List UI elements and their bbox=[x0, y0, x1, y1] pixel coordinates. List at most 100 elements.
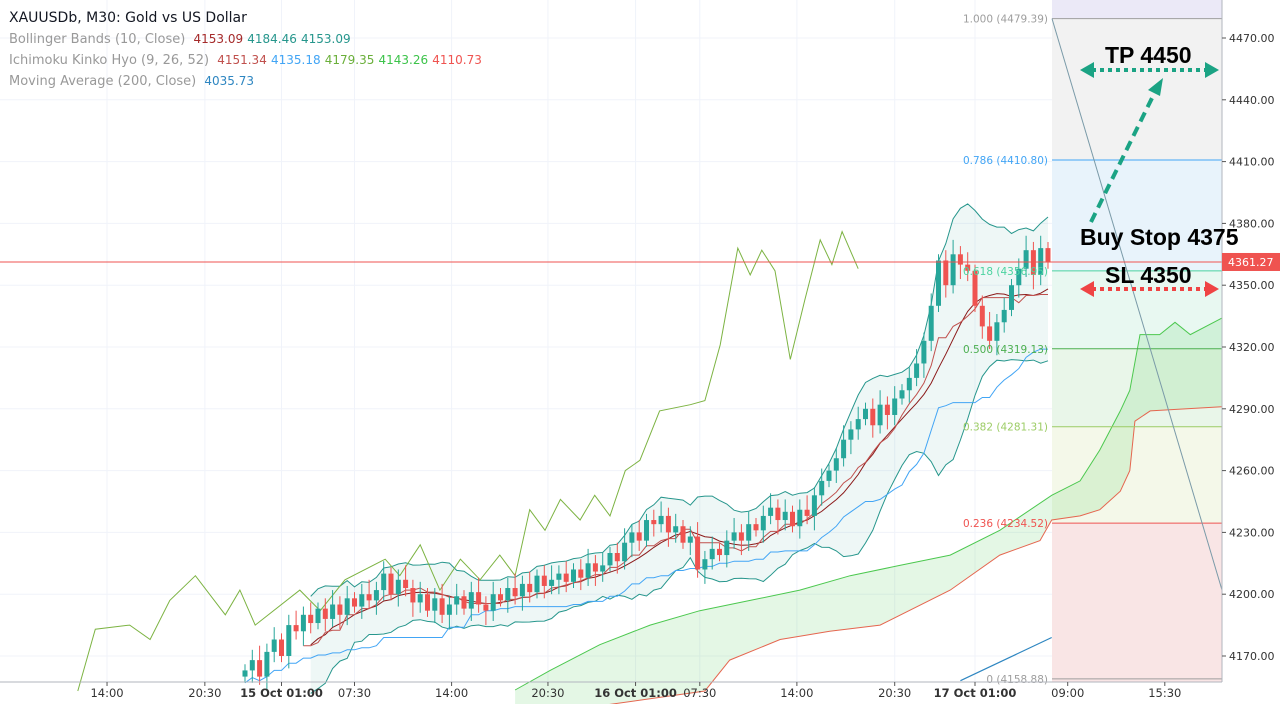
candle-body bbox=[746, 524, 752, 541]
candle bbox=[753, 517, 759, 537]
candle bbox=[468, 581, 474, 621]
price-tick-label: 4410.00 bbox=[1229, 156, 1275, 169]
candle bbox=[644, 513, 649, 547]
candle-body bbox=[1009, 285, 1014, 310]
candle bbox=[819, 468, 825, 506]
moving-average-200 bbox=[960, 636, 1052, 682]
candle bbox=[709, 536, 715, 570]
fib-level-label: 0.500 (4319.13) bbox=[963, 344, 1048, 356]
candle-body bbox=[534, 575, 540, 593]
candle-body bbox=[337, 604, 343, 615]
candle-body bbox=[403, 579, 409, 589]
candle-body bbox=[680, 526, 686, 543]
candle-body bbox=[271, 639, 277, 652]
price-tick-label: 4350.00 bbox=[1229, 279, 1275, 292]
ichimoku-value-3: 4179.35 bbox=[324, 53, 375, 67]
candle bbox=[403, 565, 409, 597]
candle-body bbox=[760, 515, 766, 531]
fib-zone bbox=[1052, 426, 1222, 524]
candle-body bbox=[950, 254, 956, 286]
ichimoku-label: Ichimoku Kinko Hyo (9, 26, 52) bbox=[9, 53, 210, 68]
fib-zone bbox=[1052, 0, 1222, 19]
candle bbox=[695, 522, 701, 578]
candle bbox=[534, 569, 540, 599]
candle bbox=[870, 398, 876, 438]
fib-zone bbox=[1052, 270, 1222, 349]
candle bbox=[636, 520, 642, 551]
candle-body bbox=[432, 598, 438, 611]
legend: XAUUSDb, M30: Gold vs US Dollar Bollinge… bbox=[9, 8, 482, 92]
legend-ichimoku[interactable]: Ichimoku Kinko Hyo (9, 26, 52) 4151.34 4… bbox=[9, 50, 482, 71]
candle bbox=[585, 548, 591, 586]
candle-body bbox=[461, 596, 467, 609]
candle-body bbox=[1016, 268, 1022, 286]
candle bbox=[571, 563, 576, 589]
candle bbox=[717, 542, 722, 562]
candle-body bbox=[519, 583, 525, 597]
candle bbox=[300, 606, 306, 646]
time-tick-label: 20:30 bbox=[531, 686, 564, 700]
candle-body bbox=[914, 363, 920, 378]
candle-body bbox=[702, 559, 708, 570]
candle-body bbox=[257, 660, 263, 677]
candle-body bbox=[563, 573, 569, 582]
candle bbox=[505, 577, 511, 613]
legend-ma[interactable]: Moving Average (200, Close) 4035.73 bbox=[9, 71, 482, 92]
candle bbox=[439, 583, 445, 624]
fib-level-label: 0 (4158.88) bbox=[986, 674, 1048, 686]
price-tick-label: 4200.00 bbox=[1229, 588, 1275, 601]
candle-body bbox=[651, 520, 657, 525]
candle bbox=[322, 598, 328, 632]
candle-body bbox=[936, 260, 941, 306]
arrow-head-left bbox=[1080, 281, 1094, 297]
price-tick-label: 4320.00 bbox=[1229, 341, 1275, 354]
candle bbox=[446, 596, 452, 630]
candle bbox=[425, 588, 430, 617]
candle bbox=[899, 384, 905, 405]
bollinger-upper-value: 4184.46 bbox=[247, 32, 297, 46]
time-tick-label: 17 Oct 01:00 bbox=[934, 686, 1017, 700]
candle bbox=[483, 596, 489, 626]
candle-body bbox=[833, 458, 839, 471]
fib-zone bbox=[1052, 678, 1222, 682]
candle bbox=[1001, 297, 1007, 333]
chikou-span bbox=[77, 230, 859, 692]
candle-body bbox=[797, 509, 803, 527]
candle-body bbox=[906, 377, 912, 391]
candle bbox=[315, 602, 321, 630]
candle bbox=[790, 505, 795, 533]
candle-body bbox=[943, 260, 949, 286]
candle bbox=[826, 464, 832, 488]
legend-bollinger[interactable]: Bollinger Bands (10, Close) 4153.09 4184… bbox=[9, 29, 482, 50]
candle bbox=[366, 579, 372, 609]
candle bbox=[987, 311, 993, 350]
candle-body bbox=[804, 509, 810, 516]
candle-body bbox=[373, 590, 379, 601]
candle-body bbox=[417, 594, 423, 603]
candle bbox=[1009, 279, 1014, 317]
candle bbox=[344, 585, 350, 626]
bollinger-lower-value: 4153.09 bbox=[301, 32, 351, 46]
time-tick-label: 20:30 bbox=[878, 686, 911, 700]
candle bbox=[388, 567, 394, 601]
ma-label: Moving Average (200, Close) bbox=[9, 74, 197, 89]
candle-body bbox=[483, 604, 489, 611]
time-tick-label: 15 Oct 01:00 bbox=[240, 686, 323, 700]
candle bbox=[264, 643, 270, 692]
candle-body bbox=[607, 553, 613, 566]
candle-body bbox=[476, 592, 482, 605]
time-tick-label: 07:30 bbox=[338, 686, 371, 700]
candle bbox=[629, 524, 635, 558]
candle-body bbox=[490, 594, 496, 611]
candle bbox=[804, 495, 810, 525]
time-tick-label: 15:30 bbox=[1148, 686, 1181, 700]
candle bbox=[957, 246, 963, 280]
candle bbox=[877, 390, 883, 434]
buy-arrow-head bbox=[1148, 78, 1163, 96]
candle bbox=[928, 293, 934, 352]
candle-body bbox=[578, 569, 584, 578]
candle-body bbox=[330, 604, 336, 619]
candle bbox=[1045, 241, 1051, 269]
